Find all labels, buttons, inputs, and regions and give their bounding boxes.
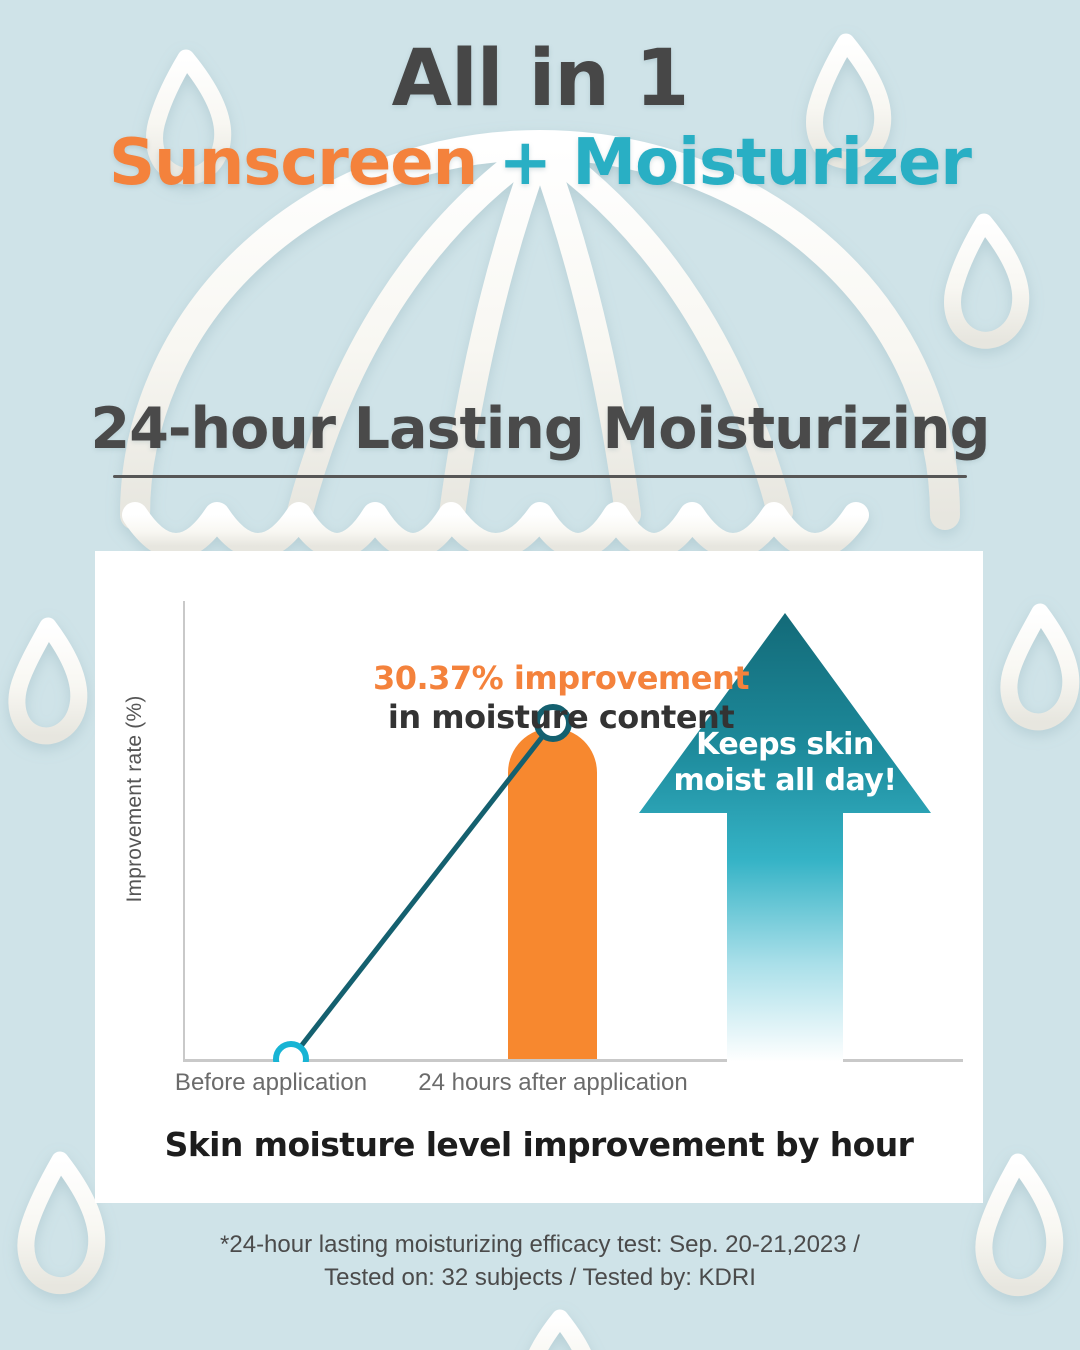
subheadline-divider bbox=[113, 474, 967, 478]
headline-plus-symbol: + bbox=[498, 125, 553, 200]
arrow-caption-line1: Keeps skin bbox=[696, 727, 874, 762]
chart-card: Improvement rate (%) bbox=[95, 551, 983, 1203]
footnote-line1: *24-hour lasting moisturizing efficacy t… bbox=[220, 1231, 860, 1258]
marker-before-application bbox=[273, 1041, 309, 1062]
arrow-caption-line2: moist all day! bbox=[673, 763, 897, 798]
callout-improvement-percent: 30.37% improvement bbox=[372, 659, 750, 697]
chart-y-axis-label: Improvement rate (%) bbox=[123, 695, 146, 903]
subheadline-text: 24-hour Lasting Moisturizing bbox=[90, 396, 991, 462]
headline-moisturizer: Moisturizer bbox=[572, 125, 972, 200]
chart-y-axis-line bbox=[183, 601, 185, 1061]
keeps-skin-moist-arrow: Keeps skin moist all day! bbox=[635, 609, 935, 1062]
headline-all-in-one: All in 1 bbox=[391, 34, 690, 124]
chart-title: Skin moisture level improvement by hour bbox=[164, 1125, 914, 1164]
chart-callout: 30.37% improvement in moisture content bbox=[351, 659, 771, 737]
chart-x-tick-labels: Before application 24 hours after applic… bbox=[175, 1069, 963, 1109]
chart-plot-region: Keeps skin moist all day! 30.37% improve… bbox=[183, 601, 963, 1062]
chart-x-axis-line bbox=[183, 1059, 963, 1062]
subheadline-block: 24-hour Lasting Moisturizing bbox=[0, 398, 1080, 478]
bar-24-hours-after-application bbox=[508, 728, 597, 1059]
trend-line-segment bbox=[289, 721, 555, 1061]
x-tick-before-application: Before application bbox=[174, 1069, 368, 1096]
headline-combo: Sunscreen + Moisturizer bbox=[0, 129, 1080, 197]
headline-sunscreen: Sunscreen bbox=[109, 125, 478, 200]
chart-trend-line-layer bbox=[273, 704, 572, 1062]
chart-area: Improvement rate (%) bbox=[95, 551, 983, 1203]
footnote: *24-hour lasting moisturizing efficacy t… bbox=[0, 1228, 1080, 1294]
callout-moisture-content: in moisture content bbox=[387, 698, 735, 737]
headline-block: All in 1 Sunscreen + Moisturizer bbox=[0, 34, 1080, 197]
marker-after-application bbox=[534, 704, 572, 742]
x-tick-after-application: 24 hours after application bbox=[418, 1069, 688, 1096]
arrow-caption: Keeps skin moist all day! bbox=[635, 727, 935, 799]
footnote-line2: Tested on: 32 subjects / Tested by: KDRI bbox=[324, 1264, 756, 1292]
